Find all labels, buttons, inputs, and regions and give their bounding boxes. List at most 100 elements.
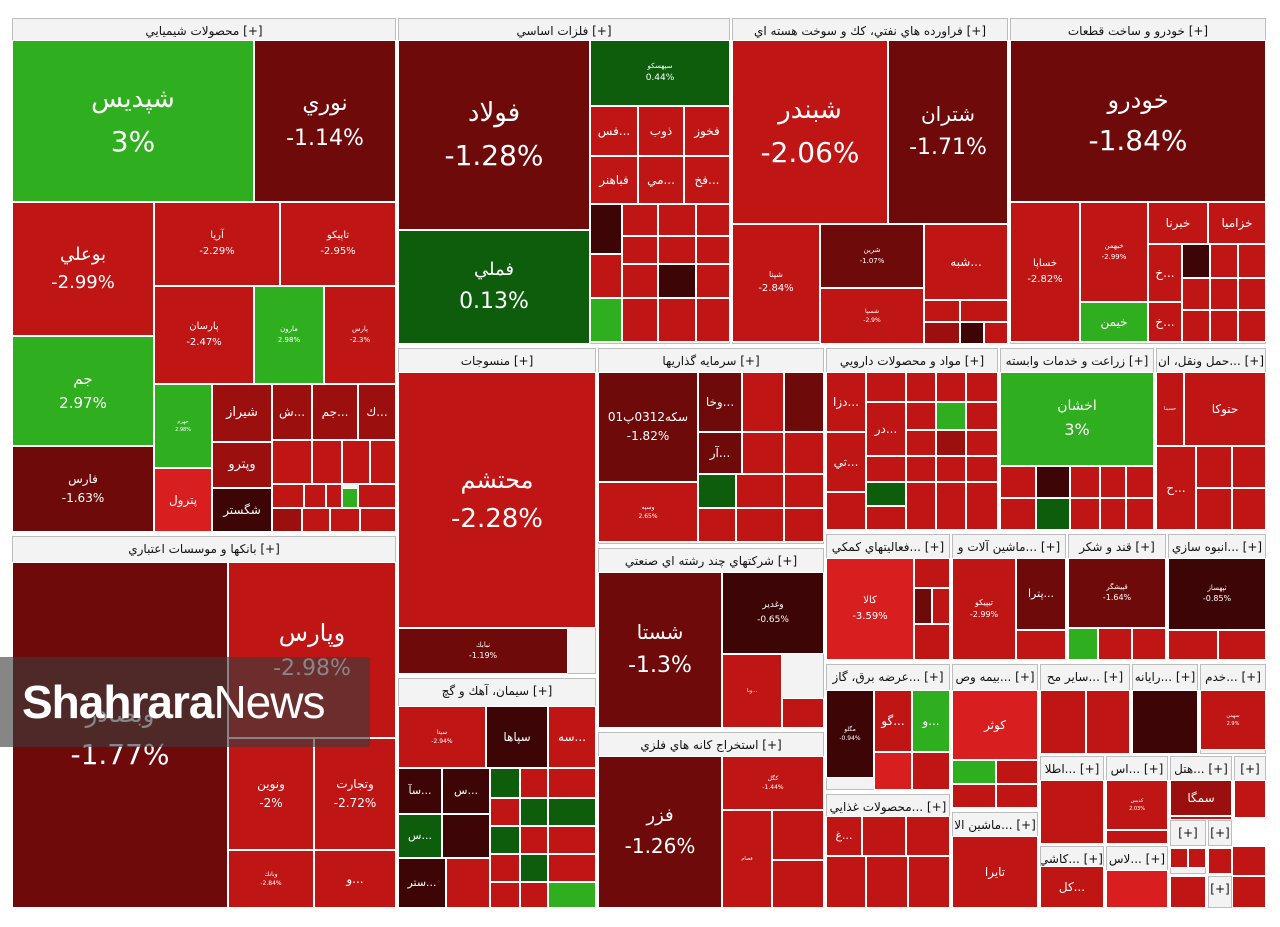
stock-cell[interactable] [520,768,548,798]
stock-cell[interactable] [1106,870,1168,908]
stock-tile[interactable]: خبهمن -2.99% [1080,202,1148,302]
stock-cell[interactable] [658,204,696,236]
stock-cell[interactable] [590,204,622,254]
sector-header[interactable]: [+] ...اطلا [1044,762,1100,776]
stock-cell[interactable] [302,508,330,532]
stock-cell[interactable] [924,322,960,344]
stock-cell[interactable] [622,298,658,342]
stock-tile[interactable]: شگستر [212,488,272,532]
stock-cell[interactable] [984,322,1008,344]
stock-tile[interactable]: فملي 0.13% [398,230,590,344]
stock-cell[interactable] [622,204,658,236]
stock-tile[interactable]: بوعلي -2.99% [12,202,154,336]
stock-cell[interactable] [1182,244,1210,278]
stock-cell[interactable] [936,456,966,482]
stock-cell[interactable] [936,402,966,430]
stock-cell[interactable] [906,456,936,482]
stock-cell[interactable] [772,810,824,860]
stock-cell[interactable] [1070,466,1100,498]
stock-cell[interactable] [906,402,936,430]
stock-tile[interactable]: ...پترا [1016,558,1066,630]
sector-header[interactable]: [+] ...فعاليتهاي كمكي [831,540,945,554]
sector-header[interactable]: [+] ...خدم [1205,670,1261,684]
stock-tile[interactable]: ...خ [1148,244,1182,302]
stock-cell[interactable] [906,372,936,402]
stock-cell[interactable] [622,236,658,264]
sector-header[interactable]: [+] ...عرضه برق، گاز [832,670,944,684]
sector-header[interactable]: [+] فلزات اساسي [516,24,612,38]
stock-tile[interactable]: ...وخا [698,372,742,432]
stock-cell[interactable] [520,854,548,882]
stock-tile[interactable]: حسينا [1156,372,1184,446]
stock-cell[interactable] [1238,244,1266,278]
stock-tile[interactable]: ...ش [272,384,312,440]
stock-cell[interactable] [996,784,1038,808]
stock-cell[interactable] [1126,498,1154,530]
stock-cell[interactable] [1100,498,1126,530]
stock-tile[interactable]: وسپه 2.65% [598,482,698,542]
stock-tile[interactable]: كالا -3.59% [826,558,914,660]
stock-cell[interactable] [698,508,736,542]
stock-cell[interactable] [696,298,730,342]
stock-cell[interactable] [1106,830,1168,844]
stock-cell[interactable] [658,264,696,298]
stock-tile[interactable]: شبندر -2.06% [732,40,888,224]
stock-tile[interactable]: فباهنر [590,156,638,204]
stock-tile[interactable]: سپهسكو 0.44% [590,40,730,106]
stock-tile[interactable]: نوري -1.14% [254,40,396,202]
stock-cell[interactable] [862,816,906,856]
stock-cell[interactable] [358,484,396,508]
stock-tile[interactable]: ...وبا [722,654,782,728]
sector-header[interactable]: [+] خودرو و ساخت قطعات [1067,24,1209,38]
stock-tile[interactable]: جهرم 2.98% [154,384,212,468]
stock-tile[interactable]: شپديس 3% [12,40,254,202]
stock-cell[interactable] [1070,498,1100,530]
stock-cell[interactable] [966,430,998,456]
stock-tile[interactable]: نبابك -1.19% [398,628,568,674]
stock-tile[interactable]: تايرا [952,836,1038,908]
stock-cell[interactable] [1040,780,1104,844]
stock-tile[interactable]: ...كل [1040,866,1104,908]
stock-cell[interactable] [914,558,950,588]
stock-cell[interactable] [952,784,996,808]
stock-cell[interactable] [520,882,548,908]
stock-tile[interactable]: مارون 2.98% [254,286,324,384]
stock-tile[interactable]: كديس 2.03% [1106,780,1168,830]
stock-cell[interactable] [736,508,784,542]
stock-tile[interactable]: خبرنا [1148,202,1208,244]
stock-cell[interactable] [330,508,360,532]
stock-cell[interactable] [826,492,866,530]
stock-cell[interactable] [784,474,824,508]
stock-cell[interactable] [1182,310,1210,342]
stock-tile[interactable]: ...جم [312,384,358,440]
stock-cell[interactable] [866,482,906,506]
stock-tile[interactable]: ...و [912,690,950,752]
stock-cell[interactable] [784,432,824,474]
stock-cell[interactable] [360,508,396,532]
stock-tile[interactable]: آريا -2.29% [154,202,280,286]
stock-cell[interactable] [874,752,912,790]
stock-tile[interactable]: ونوين -2% [228,738,314,850]
stock-tile[interactable]: تيپيكو -2.99% [952,558,1016,660]
stock-cell[interactable] [442,814,490,858]
stock-tile[interactable]: ...س [442,768,490,814]
sector-header[interactable]: [+] [1210,826,1230,840]
stock-cell[interactable] [590,254,622,298]
stock-tile[interactable]: پترول [154,468,212,532]
stock-tile[interactable]: فزر -1.26% [598,756,722,908]
stock-tile[interactable]: ...فس [590,106,638,156]
sector-header[interactable]: [+] ...كاشي [1041,852,1103,866]
stock-cell[interactable] [446,858,490,908]
stock-cell[interactable] [1168,630,1218,660]
stock-cell[interactable] [658,236,696,264]
stock-tile[interactable]: فصام [722,810,772,908]
stock-cell[interactable] [966,402,998,430]
stock-cell[interactable] [1238,278,1266,310]
stock-cell[interactable] [906,482,936,530]
stock-cell[interactable] [548,882,596,908]
stock-cell[interactable] [590,298,622,342]
stock-cell[interactable] [996,760,1038,784]
stock-cell[interactable] [342,440,370,484]
stock-tile[interactable]: ...سه [548,706,596,768]
stock-cell[interactable] [906,430,936,456]
